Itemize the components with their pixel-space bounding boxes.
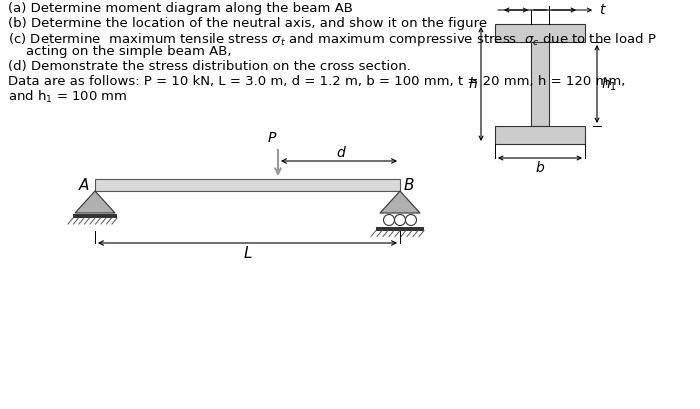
Circle shape [405,214,416,225]
Bar [73,214,117,218]
Text: h: h [468,77,477,91]
Text: d: d [337,146,345,160]
Bar [495,24,585,42]
Circle shape [384,214,395,225]
Text: (a) Determine moment diagram along the beam AB: (a) Determine moment diagram along the b… [8,2,353,15]
Text: (c) Determine  maximum tensile stress $\sigma_t$ and maximum compressive stress : (c) Determine maximum tensile stress $\s… [8,31,657,48]
Bar [95,179,400,191]
Text: $h_1$: $h_1$ [601,75,617,93]
Text: acting on the simple beam AB,: acting on the simple beam AB, [26,45,232,58]
Bar [376,227,424,231]
Bar [531,42,549,126]
Polygon shape [380,191,420,213]
Text: (d) Demonstrate the stress distribution on the cross section.: (d) Demonstrate the stress distribution … [8,60,411,73]
Text: and h$_1$ = 100 mm: and h$_1$ = 100 mm [8,89,127,105]
Text: Data are as follows: P = 10 kN, L = 3.0 m, d = 1.2 m, b = 100 mm, t = 20 mm, h =: Data are as follows: P = 10 kN, L = 3.0 … [8,74,625,88]
Text: (b) Determine the location of the neutral axis, and show it on the figure: (b) Determine the location of the neutra… [8,16,487,29]
Text: L: L [244,246,252,261]
Circle shape [395,214,405,225]
Text: B: B [404,178,414,193]
Text: A: A [78,178,89,193]
Polygon shape [75,191,115,213]
Text: b: b [536,161,545,175]
Text: P: P [267,131,276,145]
Text: t: t [599,3,605,17]
Bar [495,126,585,144]
